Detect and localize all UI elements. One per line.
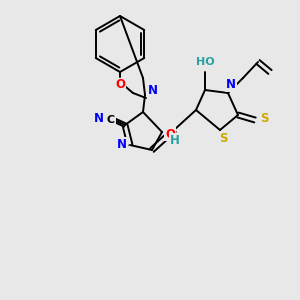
Text: N: N [117,137,127,151]
Text: H: H [170,134,180,146]
Text: N: N [94,112,104,124]
Text: S: S [219,133,227,146]
Text: HO: HO [196,57,214,67]
Text: N: N [148,83,158,97]
Text: C: C [107,115,115,125]
Text: S: S [260,112,268,125]
Text: N: N [226,79,236,92]
Text: O: O [115,79,125,92]
Text: O: O [165,128,175,140]
